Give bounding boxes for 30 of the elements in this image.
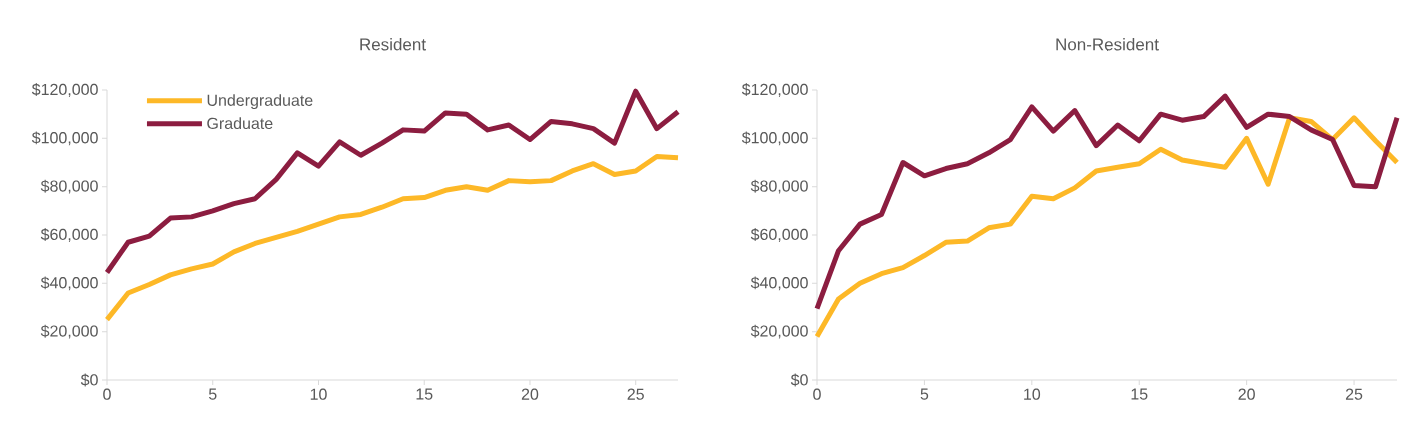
y-tick-label: $0 — [790, 373, 808, 387]
x-tick-label: 5 — [920, 388, 929, 400]
y-tick-label: $100,000 — [741, 131, 808, 146]
x-tick-label: 10 — [1024, 388, 1041, 400]
x-tick-label: 15 — [416, 388, 433, 400]
legend-label: Undergraduate — [207, 94, 313, 110]
y-tick-label: $40,000 — [750, 276, 808, 291]
y-tick-label: $80,000 — [40, 179, 98, 194]
y-tick-label: $60,000 — [750, 228, 808, 242]
y-tick-label: $120,000 — [31, 83, 98, 97]
x-tick-label: 10 — [310, 388, 327, 400]
chart-title: Non-Resident — [1056, 37, 1159, 51]
y-tick-label: $120,000 — [741, 83, 808, 97]
x-tick-label: 0 — [813, 388, 821, 400]
x-tick-label: 15 — [1131, 388, 1148, 400]
y-tick-label: $40,000 — [40, 276, 98, 291]
x-tick-label: 5 — [208, 388, 217, 400]
y-tick-label: $20,000 — [40, 324, 98, 339]
x-tick-label: 25 — [627, 388, 644, 400]
x-tick-label: 20 — [521, 388, 539, 400]
chart-title: Resident — [360, 37, 426, 51]
x-tick-label: 25 — [1345, 388, 1363, 400]
x-tick-label: 20 — [1238, 388, 1255, 400]
y-tick-label: $20,000 — [750, 324, 808, 339]
y-tick-label: $100,000 — [31, 131, 98, 146]
y-tick-label: $0 — [80, 373, 98, 387]
x-tick-label: 0 — [103, 388, 111, 400]
y-tick-label: $80,000 — [750, 179, 808, 194]
y-tick-label: $60,000 — [40, 228, 98, 242]
legend-label: Graduate — [207, 117, 273, 130]
